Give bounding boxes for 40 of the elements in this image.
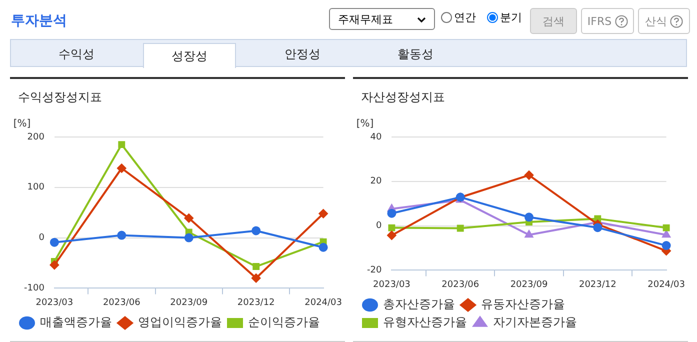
- text: 연간: [453, 10, 476, 25]
- y-tick-label: 0: [376, 221, 382, 232]
- y-tick-label: 200: [27, 132, 45, 142]
- text: 투자분석: [11, 12, 67, 30]
- chart-title: 자산성장성지표: [361, 89, 445, 106]
- x-tick-label: 2023/06: [102, 298, 141, 308]
- y-axis-title: [%]: [356, 118, 374, 130]
- legend-label: 자기자본증가율: [493, 315, 577, 330]
- text: IFRS: [581, 8, 634, 34]
- text: 수익성: [58, 46, 96, 62]
- y-tick-label: 100: [27, 182, 45, 193]
- x-tick-label: 2023/09: [510, 280, 548, 290]
- x-tick-label: 2023/12: [578, 280, 616, 290]
- x-tick-label: 2023/03: [373, 280, 410, 290]
- text: 안정성: [284, 46, 322, 62]
- legend-label: 순이익증가율: [248, 315, 320, 330]
- x-tick-label: 2023/06: [442, 280, 480, 290]
- x-tick-label: 2024/03: [304, 298, 342, 308]
- legend-label: 영업이익증가율: [138, 315, 222, 330]
- y-tick-label: -20: [366, 266, 382, 276]
- text: 성장성: [143, 43, 236, 68]
- x-tick-label: 2023/12: [237, 298, 275, 308]
- x-tick-label: 2023/09: [170, 298, 208, 308]
- legend-label: 유동자산증가율: [481, 297, 565, 312]
- legend-label: 매출액증가율: [40, 315, 112, 330]
- text: 검색: [530, 8, 577, 34]
- y-tick-label: 40: [370, 132, 382, 142]
- text: 산식: [638, 8, 690, 34]
- y-tick-label: 0: [38, 233, 45, 244]
- y-axis-title: [%]: [13, 118, 31, 130]
- text: 활동성: [396, 46, 434, 62]
- legend-label: 유형자산증가율: [383, 315, 467, 330]
- x-tick-label: 2024/03: [648, 280, 685, 290]
- text: 주재무제표: [338, 12, 393, 26]
- y-tick-label: 20: [370, 176, 382, 187]
- y-tick-label: -100: [24, 284, 45, 294]
- legend-label: 총자산증가율: [383, 297, 455, 312]
- chart-title: 수익성장성지표: [18, 89, 102, 106]
- x-tick-label: 2023/03: [36, 298, 74, 308]
- text: 분기: [499, 10, 522, 25]
